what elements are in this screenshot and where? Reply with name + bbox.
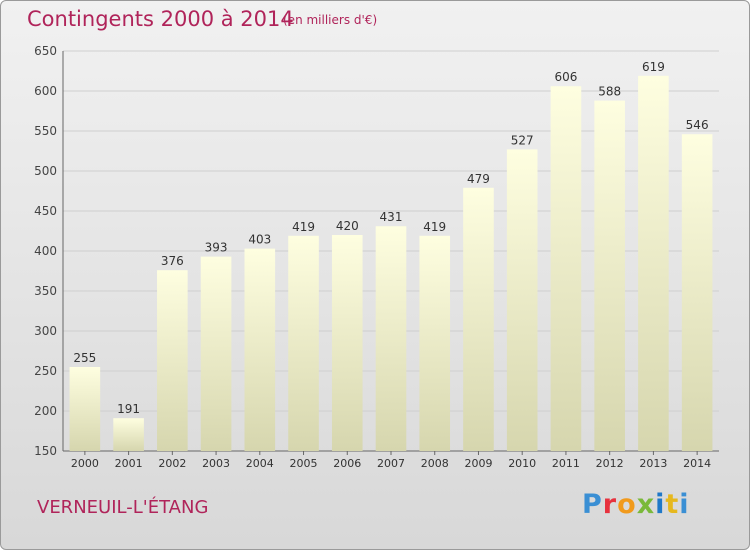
data-label: 191 — [117, 402, 140, 416]
y-tick-label: 600 — [34, 84, 57, 98]
bar-2008 — [419, 235, 451, 451]
x-tick-label: 2011 — [552, 457, 580, 470]
data-label: 376 — [161, 254, 184, 268]
bar-2000 — [69, 367, 101, 451]
x-tick-label: 2002 — [158, 457, 186, 470]
logo-letter: x — [636, 489, 656, 520]
x-tick-label: 2007 — [377, 457, 405, 470]
y-tick-label: 450 — [34, 204, 57, 218]
logo-letter: t — [665, 489, 680, 520]
data-label: 606 — [554, 70, 577, 84]
y-tick-label: 300 — [34, 324, 57, 338]
axes: 150 200 250 300 350 400 450 500 550 600 650 2000 200… — [34, 44, 719, 470]
x-tick-label: 2009 — [464, 457, 492, 470]
y-tick-label: 500 — [34, 164, 57, 178]
y-tick-label: 650 — [34, 44, 57, 58]
data-label: 588 — [598, 85, 621, 99]
location-label: VERNEUIL-L'ÉTANG — [37, 497, 209, 518]
bar-2012 — [594, 100, 625, 451]
data-label: 403 — [248, 233, 271, 247]
logo-letter: i — [679, 489, 690, 520]
logo-letter: P — [582, 489, 603, 520]
x-tick-label: 2006 — [333, 457, 361, 470]
y-tick-label: 250 — [34, 364, 57, 378]
data-label: 393 — [205, 241, 228, 255]
data-label: 619 — [642, 60, 665, 74]
proxiti-logo: Proxiti — [582, 489, 690, 520]
x-tick-label: 2013 — [639, 457, 667, 470]
data-label: 419 — [292, 220, 315, 234]
bar-2002 — [157, 270, 188, 451]
bar-2004 — [244, 248, 276, 451]
chart-title: Contingents 2000 à 2014 — [27, 7, 294, 31]
x-tick-label: 2014 — [683, 457, 711, 470]
x-tick-label: 2010 — [508, 457, 536, 470]
y-tick-label: 550 — [34, 124, 57, 138]
bar-2011 — [550, 86, 582, 451]
logo-letter: r — [602, 489, 618, 520]
bar-2013 — [638, 75, 669, 452]
bar-2001 — [113, 418, 144, 451]
bar-2009 — [463, 187, 494, 452]
chart-subtitle: (en milliers d'€) — [283, 13, 378, 27]
data-labels: 255 191 376 393 403 419 420 431 419 479 527 606 588 6… — [73, 60, 708, 416]
bar-2003 — [200, 256, 232, 451]
y-tick-label: 200 — [34, 404, 57, 418]
logo-letter: i — [655, 489, 666, 520]
logo-letter: o — [617, 489, 637, 520]
x-tick-label: 2000 — [71, 457, 99, 470]
data-label: 479 — [467, 172, 490, 186]
data-label: 419 — [423, 220, 446, 234]
bar-2007 — [375, 226, 407, 451]
bar-2006 — [331, 235, 363, 451]
y-tick-label: 350 — [34, 284, 57, 298]
x-tick-label: 2012 — [596, 457, 624, 470]
data-label: 546 — [686, 118, 709, 132]
bar-2014 — [681, 134, 713, 451]
x-tick-label: 2003 — [202, 457, 230, 470]
data-label: 420 — [336, 219, 359, 233]
x-tick-label: 2008 — [421, 457, 449, 470]
x-tick-label: 2004 — [246, 457, 274, 470]
x-tick-label: 2001 — [115, 457, 143, 470]
x-tick-label: 2005 — [290, 457, 318, 470]
data-label: 431 — [380, 210, 403, 224]
bar-2010 — [506, 149, 538, 451]
data-label: 255 — [73, 351, 96, 365]
y-tick-label: 150 — [34, 444, 57, 458]
data-label: 527 — [511, 133, 534, 147]
bars — [69, 75, 713, 452]
bar-2005 — [288, 235, 319, 451]
y-tick-label: 400 — [34, 244, 57, 258]
